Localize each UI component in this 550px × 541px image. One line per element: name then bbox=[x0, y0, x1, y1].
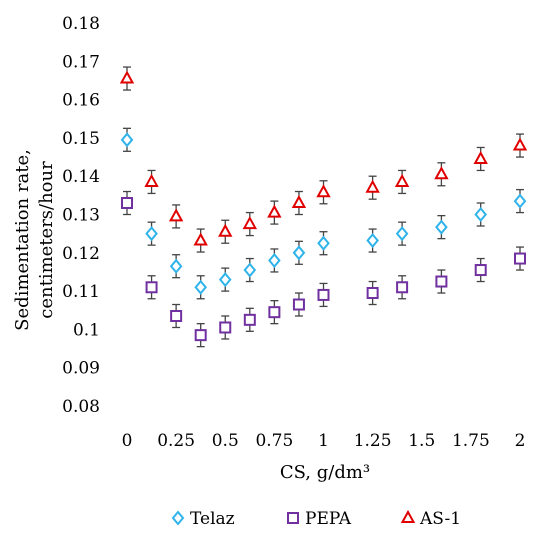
data-point bbox=[474, 264, 487, 277]
legend-marker-as-1 bbox=[400, 509, 416, 523]
data-point bbox=[243, 262, 257, 278]
data-point bbox=[218, 223, 233, 237]
data-point bbox=[145, 226, 158, 242]
y-tick-label: 0.17 bbox=[62, 52, 100, 72]
x-tick-label: 2 bbox=[515, 431, 526, 451]
x-tick-label: 1.75 bbox=[452, 431, 490, 451]
data-point bbox=[366, 287, 379, 300]
legend: Telaz PEPA AS-1 bbox=[171, 509, 461, 529]
x-tick-label: 0 bbox=[122, 431, 133, 451]
data-point bbox=[395, 226, 409, 242]
y-tick-label: 0.13 bbox=[62, 206, 100, 226]
data-point bbox=[292, 298, 305, 311]
data-point bbox=[194, 279, 207, 295]
data-point bbox=[435, 219, 448, 235]
data-point bbox=[193, 232, 208, 246]
data-point bbox=[145, 281, 158, 294]
data-point bbox=[268, 306, 281, 319]
legend-label: AS-1 bbox=[419, 509, 461, 529]
data-point bbox=[317, 288, 330, 301]
series-pepa bbox=[121, 190, 526, 348]
x-tick-label: 0.25 bbox=[157, 431, 195, 451]
legend-label: PEPA bbox=[305, 509, 352, 529]
y-tick-label: 0.09 bbox=[62, 359, 100, 379]
data-point bbox=[365, 179, 380, 193]
data-point bbox=[218, 272, 232, 288]
data-point bbox=[292, 245, 306, 261]
data-point bbox=[267, 204, 282, 218]
data-point bbox=[243, 313, 256, 326]
data-point bbox=[435, 275, 448, 288]
data-point bbox=[121, 197, 133, 210]
legend-label: Telaz bbox=[190, 509, 235, 529]
x-tick-label: 0.75 bbox=[255, 431, 293, 451]
y-tick-label: 0.11 bbox=[62, 282, 100, 302]
data-point bbox=[513, 193, 527, 209]
x-tick-label: 1 bbox=[318, 431, 329, 451]
legend-marker-pepa bbox=[287, 512, 299, 524]
y-tick-label: 0.18 bbox=[62, 14, 100, 34]
data-point bbox=[434, 166, 449, 180]
x-tick-label: 1.5 bbox=[408, 431, 435, 451]
data-point bbox=[242, 215, 258, 230]
y-axis-ticks: 0.08 0.09 0.1 0.11 0.12 0.13 0.14 0.15 0.16 0.17 0… bbox=[62, 14, 100, 417]
data-point bbox=[317, 235, 330, 251]
data-point bbox=[316, 184, 331, 198]
data-point bbox=[474, 206, 488, 223]
data-point bbox=[396, 281, 409, 294]
data-point bbox=[473, 150, 488, 164]
data-point bbox=[144, 173, 159, 187]
data-point bbox=[120, 132, 134, 148]
data-point bbox=[170, 309, 183, 322]
x-tick-label: 1.25 bbox=[354, 431, 392, 451]
x-tick-label: 0.5 bbox=[212, 431, 239, 451]
y-tick-label: 0.08 bbox=[62, 397, 100, 417]
y-tick-label: 0.12 bbox=[62, 244, 100, 264]
data-point bbox=[119, 70, 135, 84]
data-point bbox=[366, 232, 379, 249]
legend-marker-telaz bbox=[171, 510, 185, 526]
data-point bbox=[514, 252, 526, 265]
y-tick-label: 0.15 bbox=[62, 129, 100, 149]
y-axis-title-line-2: centimeters/hour bbox=[36, 161, 57, 319]
plot-area bbox=[119, 66, 528, 348]
series-telaz bbox=[120, 127, 527, 300]
y-tick-label: 0.1 bbox=[73, 320, 100, 340]
data-point bbox=[291, 194, 307, 209]
x-axis-title: CS, g/dm³ bbox=[280, 462, 370, 483]
data-point bbox=[194, 329, 207, 342]
data-point bbox=[168, 208, 184, 222]
data-point bbox=[512, 137, 528, 151]
data-point bbox=[394, 173, 410, 187]
y-tick-label: 0.14 bbox=[62, 167, 100, 187]
data-point bbox=[219, 321, 232, 334]
y-axis-title-line-1: Sedimentation rate, bbox=[12, 149, 33, 331]
y-axis-title: Sedimentation rate, centimeters/hour bbox=[12, 149, 57, 331]
series-as-1 bbox=[119, 66, 528, 253]
y-tick-label: 0.16 bbox=[62, 91, 100, 111]
x-axis-ticks: 0 0.25 0.5 0.75 1 1.25 1.5 1.75 2 bbox=[122, 431, 526, 451]
data-point bbox=[268, 252, 281, 269]
data-point bbox=[169, 258, 183, 274]
